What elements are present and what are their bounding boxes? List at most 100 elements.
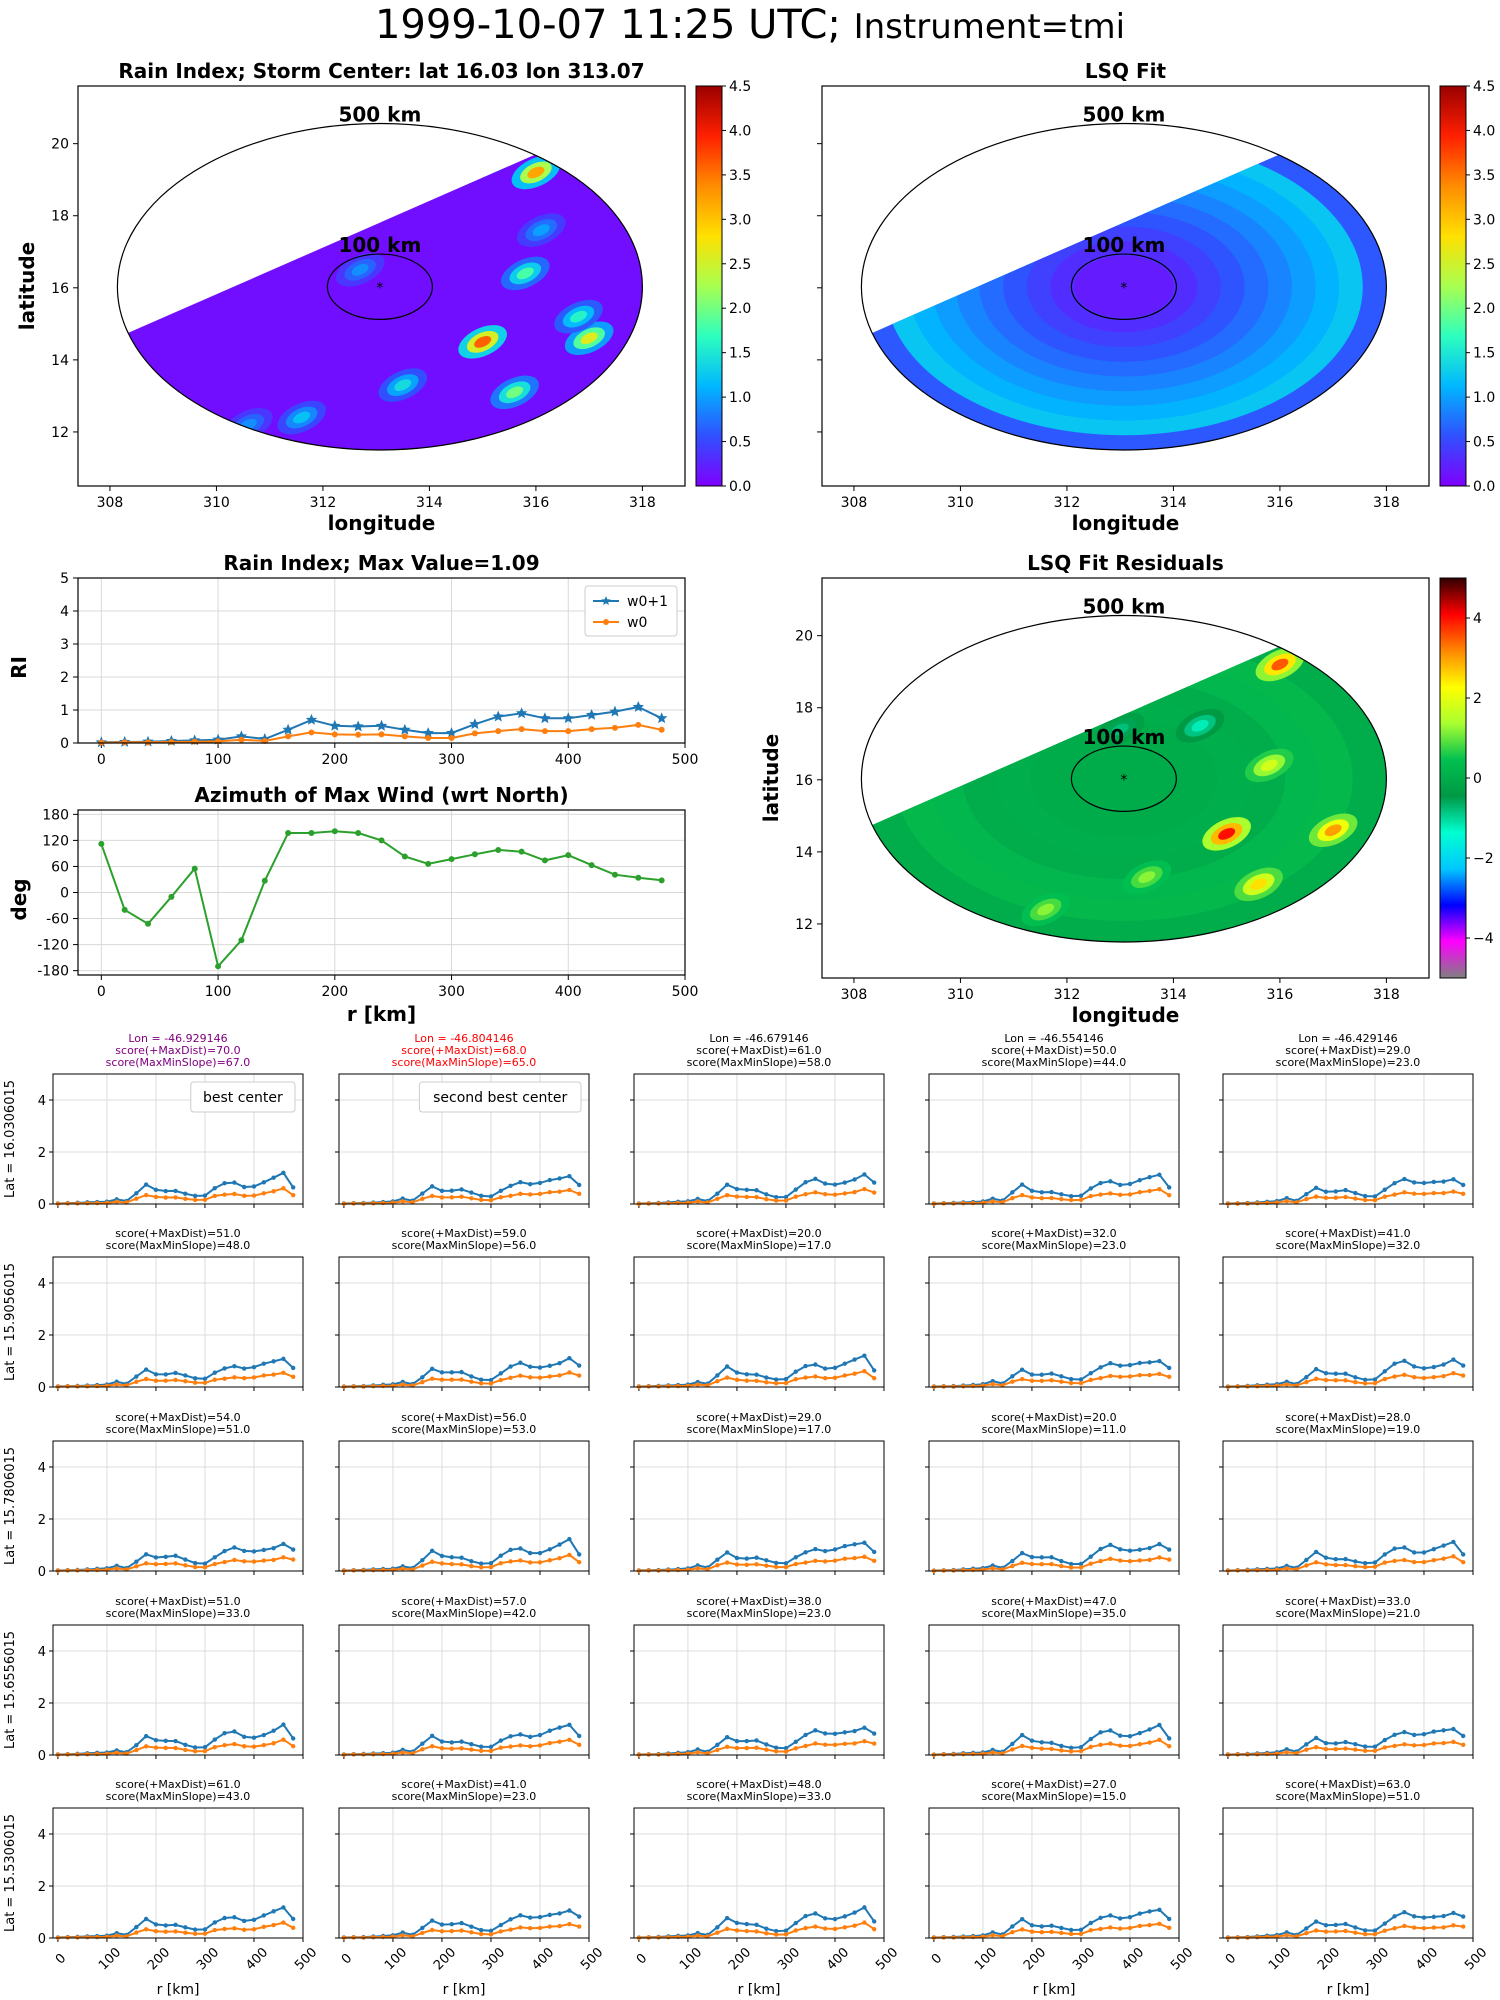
- data-point: [990, 1381, 995, 1387]
- data-point: [1147, 1174, 1152, 1180]
- score-slope-label: score(MaxMinSlope)=51.0: [1276, 1790, 1421, 1803]
- row-lat-label: Lat = 15.9056015: [3, 1263, 18, 1381]
- data-point: [754, 1555, 759, 1560]
- data-point: [567, 1187, 572, 1193]
- data-point: [212, 1927, 217, 1933]
- data-point: [744, 1194, 749, 1200]
- data-point: [1147, 1727, 1152, 1732]
- data-point: [202, 1380, 208, 1386]
- data-point: [1362, 1564, 1368, 1570]
- data-point: [518, 1558, 523, 1563]
- data-point: [1382, 1369, 1387, 1374]
- data-point: [222, 1559, 227, 1565]
- data-point: [232, 1180, 237, 1185]
- data-point: [285, 733, 292, 740]
- score-slope-label: score(MaxMinSlope)=51.0: [106, 1423, 251, 1436]
- data-point: [1372, 1194, 1378, 1199]
- data-point: [222, 1180, 227, 1186]
- ring-500km: [860, 614, 1388, 943]
- data-point: [1353, 1379, 1358, 1385]
- data-point: [537, 1560, 543, 1565]
- data-point: [469, 1190, 474, 1195]
- data-point: [715, 1191, 720, 1196]
- data-point: [420, 1747, 425, 1752]
- y-tick-label: 4: [60, 604, 69, 620]
- data-point: [1411, 1732, 1417, 1738]
- data-point: [1137, 1730, 1142, 1736]
- data-point: [1284, 1932, 1289, 1938]
- chart-ylabel: RI: [7, 656, 31, 679]
- data-point: [281, 1905, 286, 1910]
- grid-xlabel: r [km]: [1327, 1982, 1370, 1998]
- x-tick-label: 310: [947, 987, 974, 1003]
- data-point: [1392, 1180, 1397, 1186]
- data-point: [990, 1566, 995, 1571]
- data-point: [567, 1908, 572, 1913]
- y-tick-label: 4: [38, 1094, 46, 1109]
- data-point: [515, 707, 528, 719]
- data-point: [429, 1376, 435, 1381]
- data-point: [331, 828, 338, 835]
- x-tick-label: 318: [1373, 495, 1400, 511]
- y-tick-label: 2: [60, 670, 69, 686]
- data-point: [715, 1379, 720, 1384]
- data-point: [75, 1384, 80, 1389]
- data-point: [541, 857, 548, 864]
- rain-blob: [1218, 827, 1236, 840]
- data-point: [241, 1184, 247, 1190]
- data-point: [222, 1192, 227, 1197]
- x-tick-label: 0: [97, 752, 106, 768]
- data-point: [469, 718, 481, 729]
- data-point: [822, 1731, 828, 1736]
- data-point: [1049, 1923, 1054, 1928]
- data-point: [764, 1375, 769, 1380]
- x-tick-label: 312: [1054, 987, 1081, 1003]
- data-point: [842, 1556, 847, 1561]
- data-point: [1059, 1748, 1064, 1753]
- data-point: [420, 1925, 425, 1931]
- data-point: [400, 1566, 405, 1571]
- data-point: [1088, 1744, 1093, 1750]
- data-point: [331, 731, 338, 738]
- data-point: [1451, 1554, 1456, 1559]
- data-point: [439, 1370, 445, 1375]
- data-point: [813, 1362, 818, 1367]
- data-point: [401, 733, 408, 740]
- colorbar-tick-label: 3.5: [1473, 168, 1495, 184]
- data-point: [1127, 1914, 1133, 1920]
- data-point: [222, 1366, 227, 1371]
- map-panel-2: 500 km 100 km * 308 310 312 314 316 318 LSQ Fit lo…: [817, 59, 1495, 535]
- data-point: [143, 1744, 149, 1749]
- data-point: [527, 1926, 533, 1931]
- data-point: [173, 1745, 178, 1751]
- data-point: [1029, 1554, 1035, 1560]
- data-point: [1108, 1373, 1113, 1379]
- score-dist-label: score(+MaxDist)=20.0: [696, 1227, 821, 1240]
- data-point: [1362, 1193, 1368, 1199]
- data-point: [576, 1733, 582, 1739]
- x-tick-label: 0: [97, 984, 106, 1000]
- data-point: [783, 1932, 789, 1937]
- data-point: [611, 871, 618, 878]
- score-dist-label: score(+MaxDist)=29.0: [696, 1411, 821, 1424]
- storm-center-marker: *: [1120, 773, 1127, 789]
- data-point: [85, 1200, 90, 1206]
- data-point: [547, 1177, 552, 1183]
- colorbar-tick-label: 1.5: [1473, 346, 1495, 362]
- score-dist-label: score(+MaxDist)=38.0: [696, 1595, 821, 1608]
- score-slope-label: score(MaxMinSlope)=44.0: [982, 1056, 1127, 1069]
- data-point: [1078, 1748, 1084, 1754]
- data-point: [1010, 1563, 1015, 1569]
- data-point: [508, 1364, 513, 1369]
- data-point: [822, 1375, 828, 1381]
- score-cell-r4-c1: 0 2 4 score(MaxMinSlope)=33.0score(+MaxDist…: [3, 1595, 304, 1764]
- data-point: [1059, 1743, 1064, 1749]
- data-point: [1421, 1191, 1427, 1197]
- data-point: [557, 1360, 562, 1366]
- data-point: [1078, 1931, 1084, 1937]
- data-point: [744, 1738, 749, 1744]
- y-tick-label: 16: [51, 281, 69, 297]
- data-point: [1411, 1191, 1417, 1196]
- lon-label: Lon = -46.679146: [709, 1032, 808, 1045]
- data-point: [1382, 1745, 1387, 1750]
